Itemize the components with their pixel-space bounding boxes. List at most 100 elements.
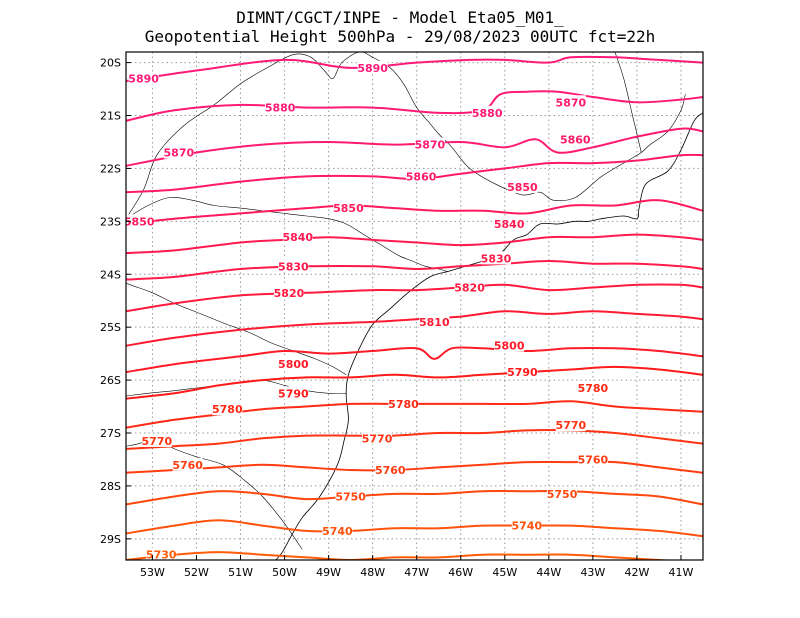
contour-label: 5750: [547, 488, 578, 501]
contour-label-bg: [146, 547, 177, 560]
contour-label-bg: [333, 201, 364, 215]
contour-5810: [126, 310, 703, 347]
contour-label: 5840: [494, 218, 525, 231]
contour-label: 5780: [578, 382, 609, 395]
lat-tick-label: 22S: [100, 162, 121, 175]
contour-label: 5740: [512, 520, 543, 533]
state-border: [126, 282, 347, 376]
lat-tick-label: 28S: [100, 480, 121, 493]
figure-title-line-2: Geopotential Height 500hPa - 29/08/2023 …: [144, 27, 656, 46]
contour-5880: [126, 90, 703, 122]
contour-label-bg: [494, 216, 525, 230]
contour-label: 5740: [322, 525, 353, 538]
lon-tick-label: 52W: [184, 566, 209, 579]
contour-label-bg: [454, 280, 485, 294]
contour-5800: [126, 346, 703, 374]
figure-title-line-1: DIMNT/CGCT/INPE - Model Eta05_M01_: [236, 8, 564, 27]
contour-label-bg: [472, 105, 503, 119]
contour-label-bg: [480, 251, 511, 265]
lon-tick-label: 41W: [669, 566, 694, 579]
contour-label: 5870: [164, 147, 195, 160]
contour-5850: [126, 199, 703, 225]
contour-label: 5760: [172, 459, 203, 472]
lat-tick-label: 20S: [100, 57, 121, 70]
contour-label-bg: [357, 60, 388, 74]
contour-label-bg: [577, 381, 608, 395]
contour-5760: [126, 460, 703, 474]
lon-tick-label: 42W: [624, 566, 649, 579]
contour-5830: [126, 260, 703, 281]
lon-tick-label: 44W: [536, 566, 561, 579]
contour-label: 5780: [212, 403, 243, 416]
contour-label-bg: [282, 230, 313, 244]
contour-label: 5770: [142, 435, 173, 448]
contour-label-bg: [265, 100, 296, 114]
contour-label: 5850: [124, 215, 155, 228]
contour-label-bg: [494, 338, 525, 352]
contour-5730: [126, 551, 676, 560]
lon-tick-label: 51W: [228, 566, 253, 579]
contour-label: 5840: [282, 231, 313, 244]
contour-5890: [126, 55, 703, 83]
contour-label-bg: [278, 259, 309, 273]
contour-labels-layer: 5890 5890 5880 5880 5870 5870 5870 5860 5860 5850…: [124, 60, 609, 562]
contour-label: 5790: [278, 387, 309, 400]
lat-tick-label: 23S: [100, 215, 121, 228]
contour-label-bg: [406, 169, 437, 183]
contour-label-bg: [322, 523, 353, 537]
contour-label-bg: [362, 431, 393, 445]
contour-label: 5800: [494, 340, 525, 353]
contour-label: 5820: [454, 281, 485, 294]
lat-tick-label: 21S: [100, 110, 121, 123]
contour-label: 5870: [556, 96, 587, 109]
contour-label: 5880: [265, 102, 296, 115]
contour-label-bg: [511, 518, 542, 532]
contour-label-bg: [507, 179, 538, 193]
contour-label: 5770: [556, 419, 587, 432]
contour-label-bg: [560, 132, 591, 146]
plot-frame: [125, 51, 704, 561]
contour-label: 5760: [578, 453, 609, 466]
lat-tick-label: 29S: [100, 533, 121, 546]
contour-label: 5830: [278, 260, 309, 273]
contour-5820: [126, 283, 703, 313]
contour-label-bg: [414, 137, 445, 151]
contour-label: 5730: [146, 549, 177, 562]
contour-label-bg: [555, 95, 586, 109]
contour-label: 5800: [278, 358, 309, 371]
contour-label: 5750: [335, 491, 366, 504]
contour-lines-layer: [126, 55, 703, 560]
contour-label: 5880: [472, 107, 503, 120]
contour-label: 5830: [481, 252, 512, 265]
axis-labels-layer: 53W 52W 51W 50W 49W 48W 47W 46W 45W 44W 43W 42W 41W 2…: [100, 57, 694, 579]
contour-label-bg: [577, 452, 608, 466]
contour-label-bg: [278, 386, 309, 400]
contour-label-bg: [555, 418, 586, 432]
contour-label-bg: [278, 357, 309, 371]
contour-label-bg: [335, 489, 366, 503]
lon-tick-label: 49W: [316, 566, 341, 579]
contour-5770: [126, 429, 703, 450]
contour-5860: [126, 153, 703, 194]
contour-label: 5780: [388, 398, 419, 411]
lon-tick-label: 48W: [360, 566, 385, 579]
contour-label-bg: [547, 486, 578, 500]
contour-label-bg: [273, 285, 304, 299]
contour-label-bg: [212, 402, 243, 416]
lat-tick-label: 25S: [100, 321, 121, 334]
contour-label: 5820: [274, 287, 305, 300]
contour-label: 5860: [560, 133, 591, 146]
coastline: [275, 271, 448, 560]
contour-label: 5890: [128, 72, 159, 85]
lon-tick-label: 47W: [404, 566, 429, 579]
contour-label: 5850: [333, 202, 364, 215]
lon-tick-label: 45W: [492, 566, 517, 579]
contour-label: 5870: [415, 139, 446, 152]
contour-5740: [126, 519, 703, 538]
contour-5870: [126, 127, 703, 167]
contour-label: 5790: [507, 366, 538, 379]
state-border: [126, 197, 448, 272]
contour-label: 5860: [406, 170, 437, 183]
contour-label-bg: [172, 457, 203, 471]
